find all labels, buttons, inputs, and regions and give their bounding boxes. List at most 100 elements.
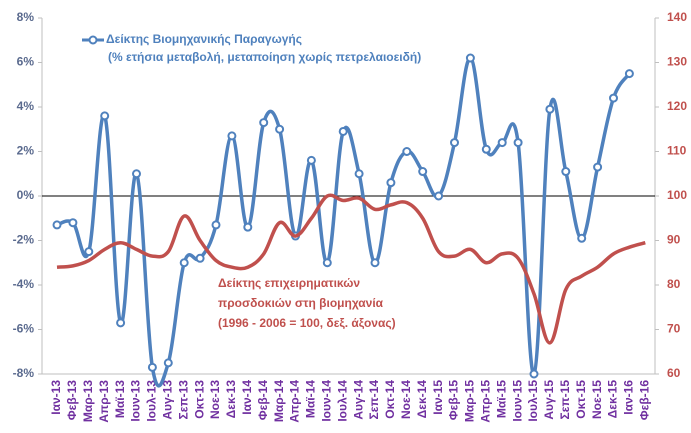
point-marker [450, 138, 459, 148]
y-tick-label: -2% [13, 233, 35, 247]
point-marker [577, 233, 587, 243]
y2-tick-label: 70 [667, 322, 681, 336]
x-tick-label: Φεβ-15 [447, 380, 461, 421]
point-marker [402, 147, 412, 156]
point-marker [227, 131, 237, 141]
y2-tick-label: 130 [667, 55, 687, 69]
point-marker [211, 220, 221, 230]
y2-tick-label: 80 [667, 277, 681, 291]
x-tick-label: Μαρ-14 [272, 380, 286, 422]
x-tick-label: Αυγ-14 [351, 380, 365, 420]
point-marker [147, 362, 157, 372]
point-marker [259, 118, 269, 128]
y-tick-label: 4% [17, 99, 35, 113]
point-marker [465, 53, 475, 63]
y2-tick-label: 90 [667, 233, 681, 247]
point-marker [52, 220, 62, 230]
point-marker [609, 93, 618, 103]
x-tick-label: Απρ-14 [288, 380, 302, 423]
x-tick-label: Ιαν-14 [240, 380, 254, 415]
y2-tick-label: 110 [667, 144, 687, 158]
y-tick-label: 0% [17, 188, 35, 202]
point-marker [593, 162, 603, 172]
point-marker [418, 167, 428, 177]
point-marker [195, 253, 205, 263]
y-tick-label: 8% [17, 10, 35, 24]
point-marker [434, 191, 444, 201]
x-tick-label: Δεκ-14 [415, 380, 429, 419]
x-tick-label: Μαρ-15 [463, 380, 477, 422]
x-tick-label: Αυγ-13 [160, 380, 174, 420]
legend-marker [88, 35, 98, 45]
x-tick-label: Σεπ-13 [176, 380, 190, 420]
x-tick-label: Σεπ-14 [367, 380, 381, 420]
series-annotation: (1996 - 2006 = 100, δεξ. άξονας) [218, 316, 396, 330]
x-tick-label: Απρ-15 [478, 380, 492, 423]
y2-tick-label: 100 [667, 188, 687, 202]
x-tick-label: Νοε-14 [399, 380, 413, 419]
x-tick-label: Μαϊ-13 [113, 380, 127, 418]
point-marker [513, 138, 523, 148]
point-marker [624, 69, 634, 79]
point-marker [116, 318, 126, 328]
series-line [56, 193, 646, 345]
y2-tick-label: 140 [667, 10, 687, 24]
x-tick-label: Ιουλ-14 [335, 380, 349, 422]
series-annotation: Δείκτης επιχειρηματικών [218, 276, 360, 290]
x-tick-label: Οκτ-13 [192, 380, 206, 419]
x-tick-label: Δεκ-15 [606, 380, 620, 419]
point-marker [275, 124, 285, 134]
x-tick-label: Ιουν-15 [510, 380, 524, 422]
point-marker [306, 155, 316, 165]
y-tick-label: 6% [17, 55, 35, 69]
x-tick-label: Ιουλ-13 [145, 380, 159, 422]
legend-label: (% ετήσια μεταβολή, μεταποίηση χωρίς πετ… [108, 50, 421, 64]
x-tick-label: Οκτ-15 [574, 380, 588, 419]
x-tick-label: Οκτ-14 [383, 380, 397, 419]
x-tick-label: Απρ-13 [97, 380, 111, 423]
point-marker [243, 222, 253, 232]
y-tick-label: -6% [13, 322, 35, 336]
x-tick-label: Ιουν-13 [129, 380, 143, 422]
x-tick-label: Ιαν-13 [49, 380, 63, 415]
y2-tick-label: 120 [667, 99, 687, 113]
point-marker [179, 258, 189, 268]
point-marker [322, 258, 332, 268]
point-marker [132, 169, 141, 179]
x-tick-label: Ιουν-14 [319, 380, 333, 422]
point-marker [84, 247, 94, 257]
x-tick-label: Αυγ-15 [542, 380, 556, 420]
point-marker [68, 218, 78, 228]
point-marker [386, 178, 396, 188]
point-marker [354, 169, 364, 179]
y-tick-label: -4% [13, 277, 35, 291]
x-tick-label: Ιουλ-15 [526, 380, 540, 422]
point-marker [370, 258, 380, 268]
point-marker [561, 167, 571, 177]
x-tick-label: Φεβ-14 [256, 380, 270, 421]
point-marker [100, 111, 110, 121]
x-tick-label: Φεβ-16 [637, 380, 651, 421]
x-tick-label: Σεπ-15 [558, 380, 572, 420]
x-tick-label: Νοε-13 [208, 380, 222, 419]
point-marker [481, 144, 491, 154]
x-tick-label: Μαρ-13 [81, 380, 95, 422]
point-marker [545, 104, 555, 114]
x-tick-label: Ιαν-16 [622, 380, 636, 415]
series-line [56, 56, 631, 388]
x-tick-label: Ιαν-15 [431, 380, 445, 415]
point-marker [497, 138, 507, 148]
y-tick-label: -8% [13, 366, 35, 380]
x-tick-label: Μαϊ-14 [304, 380, 318, 418]
x-tick-label: Μαϊ-15 [494, 380, 508, 418]
y-tick-label: 2% [17, 144, 35, 158]
y2-tick-label: 60 [667, 366, 681, 380]
legend-label: Δείκτης Βιομηχανικής Παραγωγής [106, 32, 302, 46]
point-marker [529, 369, 539, 379]
x-tick-label: Δεκ-13 [224, 380, 238, 419]
point-marker [338, 126, 348, 136]
series-annotation: προσδοκιών στη βιομηχανία [218, 296, 384, 310]
point-marker [163, 358, 173, 368]
x-tick-label: Φεβ-13 [65, 380, 79, 421]
